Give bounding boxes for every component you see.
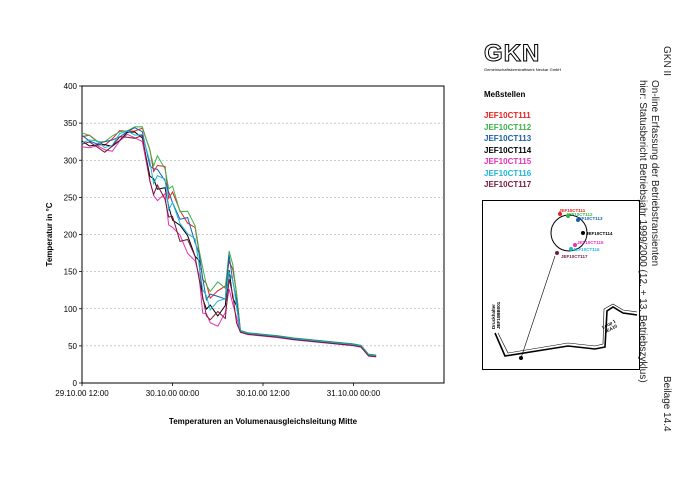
sensor-dot-1 [558,212,562,216]
legend-entry-jef10ct117: JEF10CT117 [484,180,532,189]
sensor-dot-4 [581,231,585,235]
legend-entry-jef10ct111: JEF10CT111 [484,111,531,120]
x-tick-label: 31.10.00 00:00 [327,389,381,398]
sensor-label-1: JEF10CT111 [559,208,586,213]
x-tick-label: 29.10.00 12:00 [55,389,109,398]
sensor-dot-7 [555,251,559,255]
y-tick-label: 0 [73,379,78,388]
y-tick-label: 400 [64,82,78,91]
legend-entry-jef10ct114: JEF10CT114 [484,145,532,155]
x-axis-label: Temperaturen an Volumenausgleichsleitung… [169,417,358,426]
sensor-dot-5 [573,243,577,247]
measurement-point [519,356,523,360]
gkn-logo-subtitle: Gemeinschaftskernkraftwerk Neckar GmbH [484,67,562,72]
legend-entry-jef10ct112: JEF10CT112 [484,122,532,132]
sensor-label-6: JEF10CT116 [573,247,600,252]
side-subtitle: On-line Erfassung der Betriebstransiente… [649,80,660,267]
y-tick-label: 150 [64,268,78,277]
series-line-jef10ct117 [81,134,377,358]
legend-entry-jef10ct116: JEF10CT116 [484,168,532,178]
sensor-dot-2 [566,214,570,218]
legend-title: Meßstellen [484,90,526,99]
sensor-label-4: JEF10CT114 [586,231,613,236]
piping-schematic: JEF10CT111 JEF10CT112 JEF10CT113 JEF10CT114… [482,200,640,370]
loop-label: Loop 1JEA10 [601,318,619,334]
legend: JEF10CT111 JEF10CT112 JEF10CT113 JEF10CT114… [484,110,531,191]
y-tick-label: 100 [64,305,78,314]
y-tick-label: 350 [64,119,78,128]
sensor-label-5: JEF10CT115 [577,240,604,245]
sensor-dot-6 [569,247,573,251]
x-tick-label: 30.10.00 12:00 [236,389,290,398]
pipe-route [494,306,638,357]
sensor-label-2: JEF10CT112 [566,212,593,217]
sensor-dot-3 [576,218,580,222]
y-axis-label: Temperatur in °C [45,202,54,266]
y-tick-label: 300 [64,156,78,165]
pressurizer-label: DruckhalterJEF10BB001 [491,301,501,329]
series-line-jef10ct116 [81,130,377,357]
legend-entry-jef10ct113: JEF10CT113 [484,134,532,143]
sensor-label-7: JEF10CT117 [561,254,588,259]
y-tick-label: 50 [68,342,77,351]
gkn-logo: GKN Gemeinschaftskernkraftwerk Neckar Gm… [484,40,584,74]
beilage-label: Beilage 14.4 [661,376,672,432]
y-tick-label: 200 [64,231,78,240]
side-title: GKN II [661,46,672,77]
gkn-logo-text: GKN [484,40,541,67]
pipe-route-inner [497,303,638,354]
y-tick-label: 250 [64,193,78,202]
sensor-label-3: JEF10CT113 [576,216,603,221]
legend-entry-jef10ct115: JEF10CT115 [484,157,532,166]
x-tick-label: 30.10.00 00:00 [146,389,200,398]
pointer-line [520,255,556,359]
